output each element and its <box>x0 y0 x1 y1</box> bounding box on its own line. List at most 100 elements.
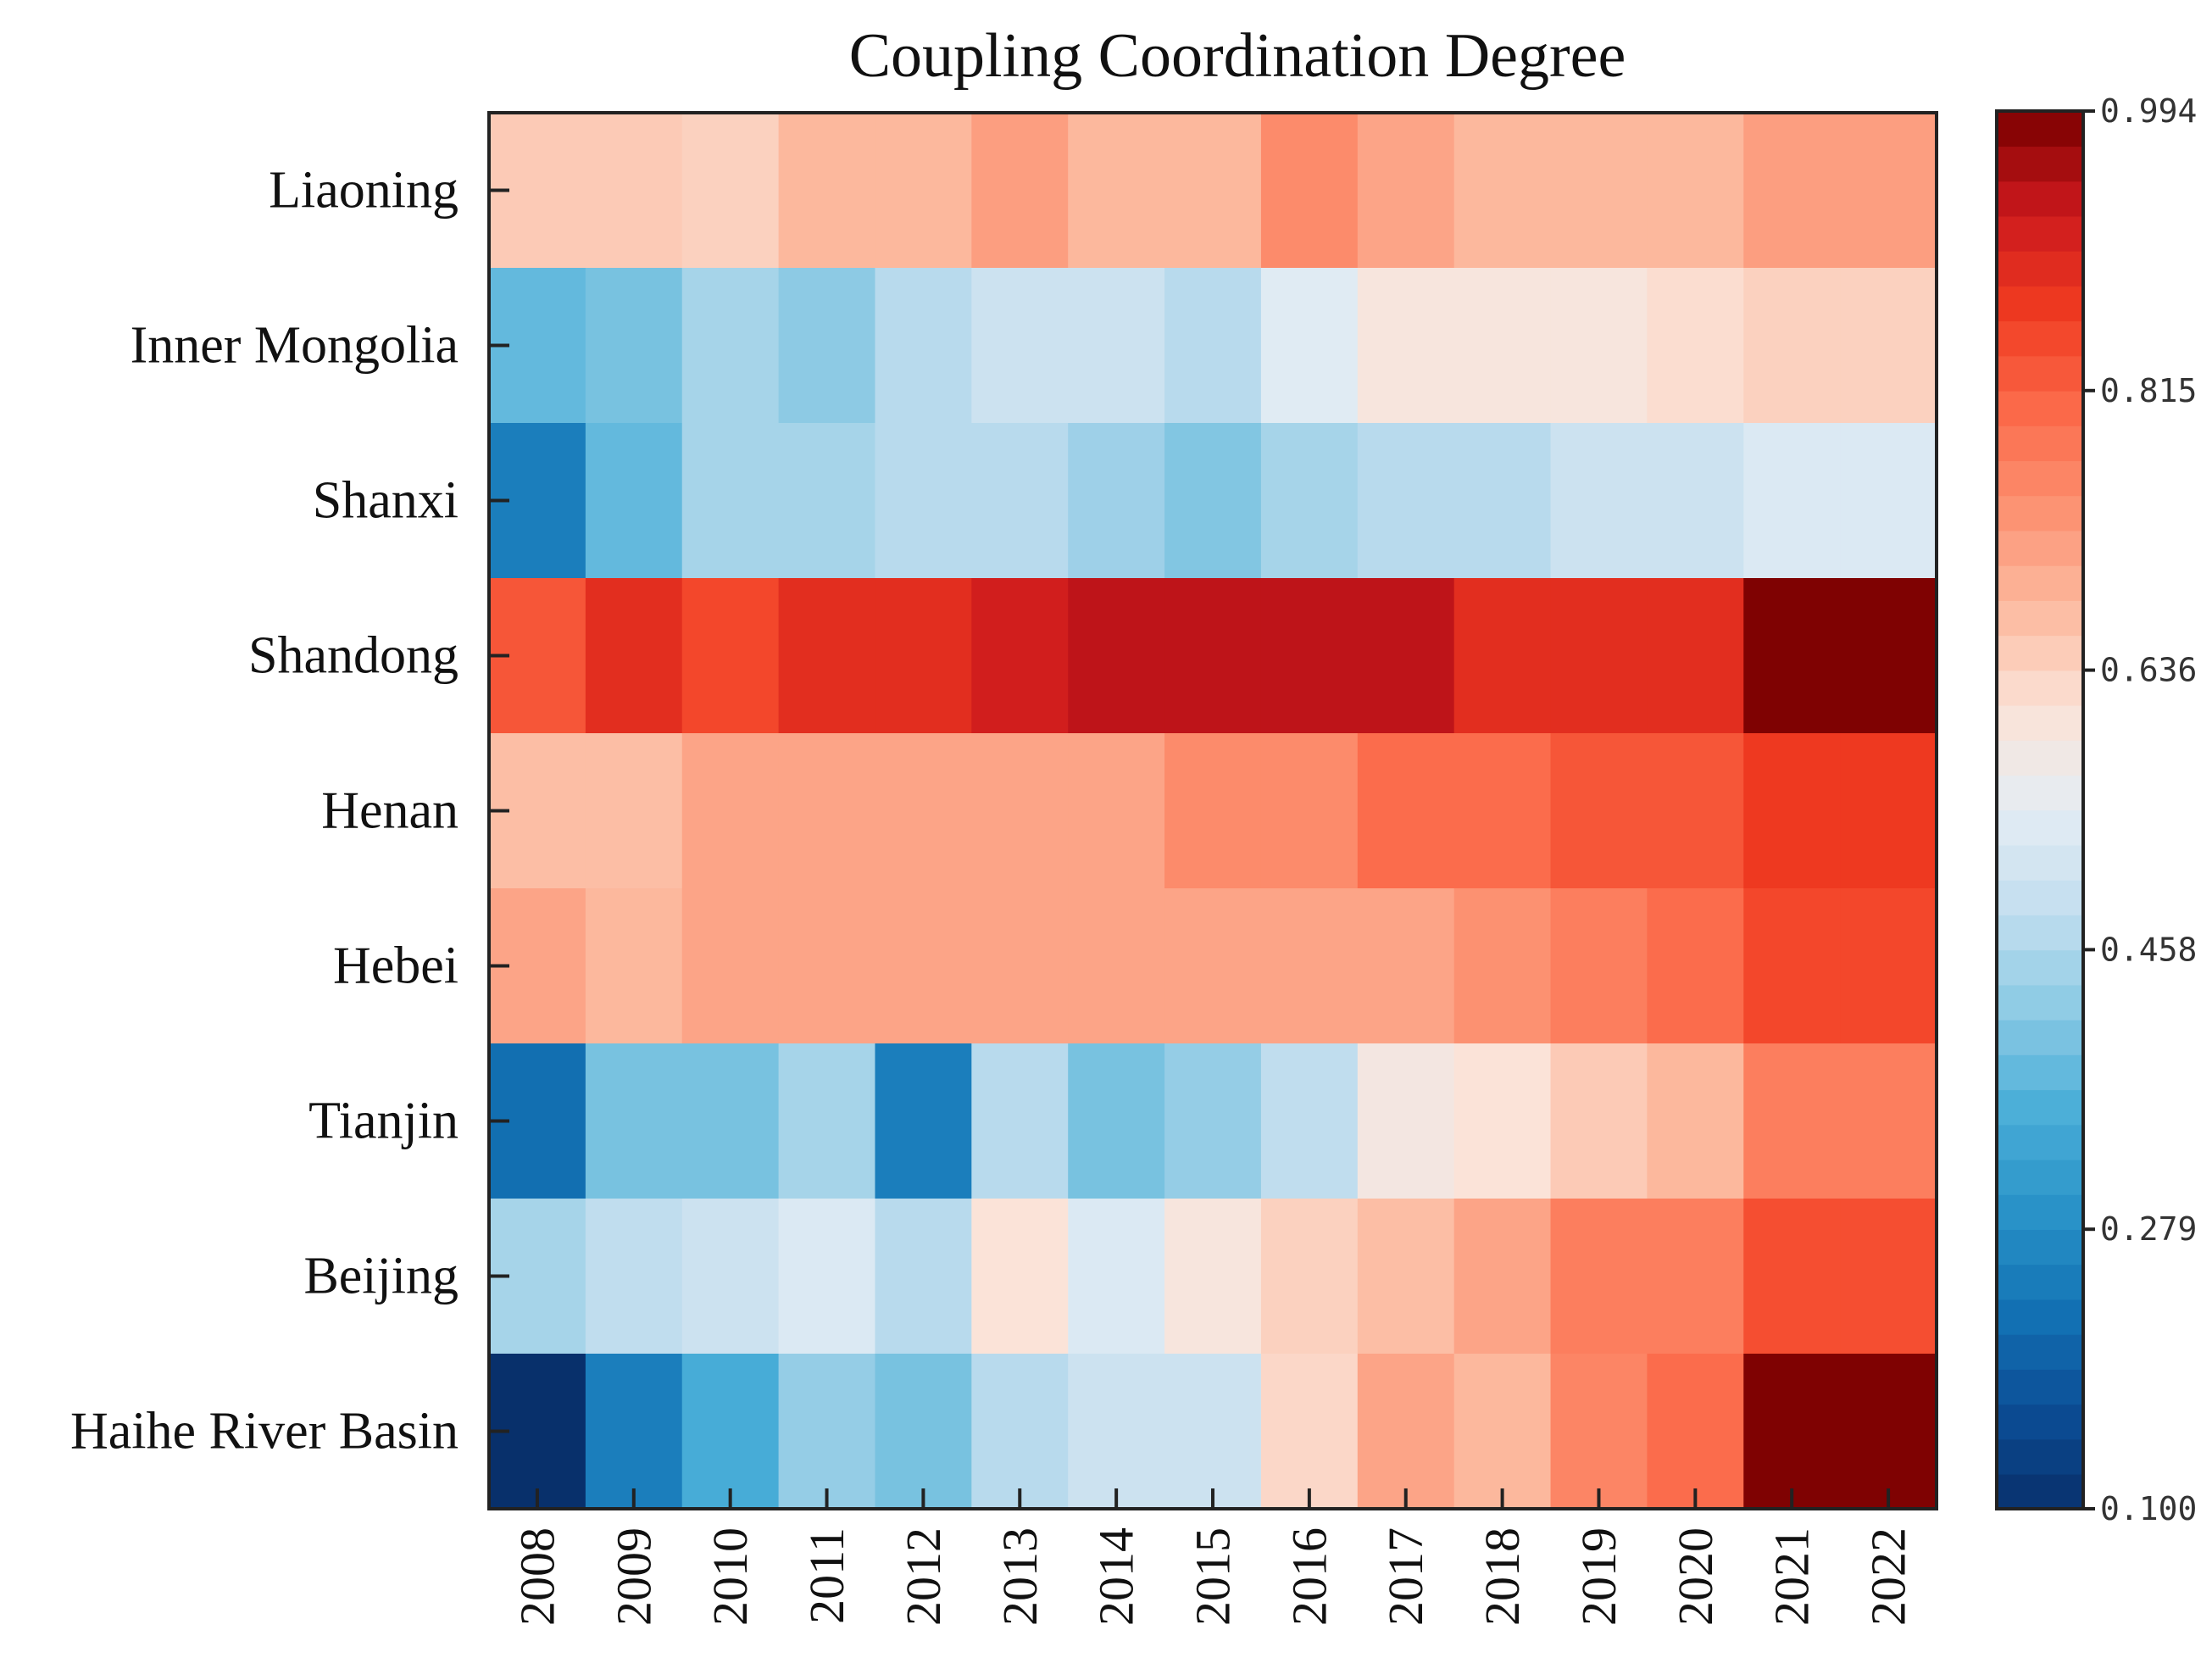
heatmap-cell <box>1357 268 1455 424</box>
heatmap-cell <box>585 578 683 734</box>
y-axis-label: Haihe River Basin <box>70 1403 459 1460</box>
colorbar-band <box>1997 250 2083 286</box>
heatmap-cell <box>1453 1354 1552 1510</box>
colorbar-band <box>1997 600 2083 637</box>
heatmap-cell <box>1357 423 1455 579</box>
heatmap-cell <box>1357 888 1455 1044</box>
heatmap-cell <box>875 423 973 579</box>
heatmap-cell <box>681 423 780 579</box>
colorbar-band <box>1997 1089 2083 1126</box>
heatmap-cell <box>875 733 973 889</box>
colorbar-band <box>1997 1333 2083 1370</box>
heatmap-cell <box>1647 1043 1745 1199</box>
heatmap-cell <box>1743 1043 1841 1199</box>
heatmap-cell <box>1840 578 1937 734</box>
colorbar-band <box>1997 111 2083 147</box>
heatmap-cell <box>1647 113 1745 269</box>
x-axis-label: 2014 <box>1089 1527 1144 1626</box>
heatmap-cell <box>585 1043 683 1199</box>
colorbar-tick-label: 0.815 <box>2100 372 2197 409</box>
x-axis-label: 2016 <box>1281 1527 1337 1626</box>
heatmap-cell <box>1550 268 1648 424</box>
colorbar-band <box>1997 740 2083 776</box>
heatmap-cell <box>875 578 973 734</box>
heatmap-cell <box>1743 1199 1841 1355</box>
heatmap-cell <box>1357 113 1455 269</box>
x-axis-label: 2020 <box>1668 1527 1723 1626</box>
heatmap-cell <box>1357 1043 1455 1199</box>
heatmap-cell <box>681 733 780 889</box>
heatmap-cell <box>1647 1199 1745 1355</box>
y-axis-label: Beijing <box>303 1248 459 1305</box>
heatmap-cell <box>681 113 780 269</box>
heatmap-cell <box>1647 1354 1745 1510</box>
heatmap-cell <box>1357 1199 1455 1355</box>
colorbar-band <box>1997 1159 2083 1195</box>
heatmap-cell <box>1647 733 1745 889</box>
colorbar-band <box>1997 215 2083 252</box>
heatmap-cell <box>1743 733 1841 889</box>
colorbar-band <box>1997 426 2083 462</box>
heatmap-cell <box>875 268 973 424</box>
heatmap-cell <box>585 113 683 269</box>
colorbar-band <box>1997 286 2083 322</box>
heatmap-cell <box>1164 888 1262 1044</box>
heatmap-cell <box>1743 423 1841 579</box>
heatmap-cells <box>489 113 1937 1510</box>
heatmap-cell <box>1164 578 1262 734</box>
x-axis-label: 2022 <box>1861 1527 1916 1626</box>
colorbar-band <box>1997 565 2083 601</box>
heatmap-cell <box>971 578 1069 734</box>
y-axis-label: Hebei <box>333 937 459 995</box>
y-axis-label: Henan <box>321 782 459 840</box>
heatmap-cell <box>585 1354 683 1510</box>
heatmap-cell <box>1068 423 1165 579</box>
heatmap-cell <box>1260 888 1359 1044</box>
heatmap-cell <box>1743 268 1841 424</box>
x-axis-labels: 2008 2009 2010 2011 2012 2013 2014 2015 2016 2017… <box>509 1488 1916 1626</box>
x-axis-label: 2008 <box>509 1527 564 1626</box>
heatmap-cell <box>681 1199 780 1355</box>
colorbar <box>1995 109 2085 1510</box>
colorbar-tick-label: 0.279 <box>2100 1210 2197 1248</box>
colorbar-band <box>1997 1299 2083 1335</box>
heatmap-cell <box>681 1043 780 1199</box>
heatmap-cell <box>1068 1043 1165 1199</box>
y-axis-label: Tianjin <box>308 1093 459 1150</box>
x-axis-label: 2013 <box>992 1527 1048 1626</box>
x-axis-label: 2021 <box>1765 1527 1820 1626</box>
heatmap-cell <box>585 733 683 889</box>
heatmap-cell <box>778 578 876 734</box>
heatmap-cell <box>1164 733 1262 889</box>
heatmap-cell <box>875 888 973 1044</box>
heatmap-cell <box>1453 1199 1552 1355</box>
heatmap-cell <box>1840 1199 1937 1355</box>
heatmap-cell <box>1068 1354 1165 1510</box>
colorbar-band <box>1997 146 2083 182</box>
colorbar-tick-label: 0.636 <box>2100 652 2197 689</box>
colorbar-band <box>1997 1369 2083 1405</box>
colorbar-band <box>1997 1404 2083 1440</box>
colorbar-band <box>1997 460 2083 497</box>
x-axis-label: 2011 <box>799 1527 854 1624</box>
colorbar-band <box>1997 1473 2083 1510</box>
colorbar-band <box>1997 1264 2083 1300</box>
heatmap-cell <box>1164 1043 1262 1199</box>
heatmap-cell <box>1550 1043 1648 1199</box>
heatmap-cell <box>1647 268 1745 424</box>
heatmap-cell <box>875 113 973 269</box>
heatmap-cell <box>1453 1043 1552 1199</box>
heatmap-cell <box>1164 268 1262 424</box>
colorbar-band <box>1997 390 2083 426</box>
heatmap-cell <box>971 1199 1069 1355</box>
colorbar-band <box>1997 1193 2083 1230</box>
colorbar-band <box>1997 495 2083 531</box>
heatmap-cell <box>1647 888 1745 1044</box>
heatmap-cell <box>681 1354 780 1510</box>
y-axis-label: Liaoning <box>269 162 459 220</box>
colorbar-band <box>1997 1019 2083 1055</box>
y-axis-labels: Liaoning Inner Mongolia Shanxi Shandong Hena… <box>70 162 509 1460</box>
heatmap-cell <box>1550 578 1648 734</box>
x-axis-label: 2019 <box>1571 1527 1626 1626</box>
